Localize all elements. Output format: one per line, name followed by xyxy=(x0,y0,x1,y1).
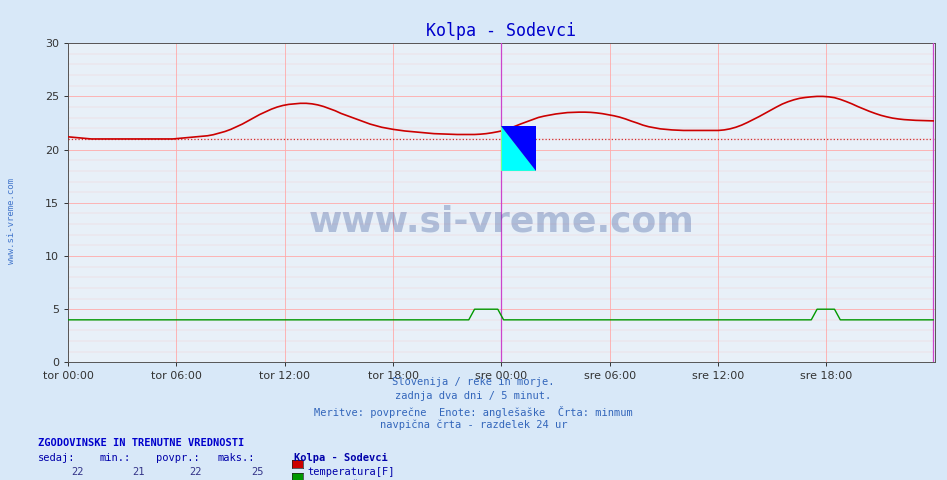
Bar xyxy=(502,126,536,171)
Text: www.si-vreme.com: www.si-vreme.com xyxy=(309,205,694,239)
Text: 21: 21 xyxy=(133,467,145,477)
Text: 22: 22 xyxy=(189,467,202,477)
Polygon shape xyxy=(502,126,536,171)
Text: Meritve: povprečne  Enote: anglešaške  Črta: minmum: Meritve: povprečne Enote: anglešaške Črt… xyxy=(314,406,633,418)
Text: www.si-vreme.com: www.si-vreme.com xyxy=(7,178,16,264)
Polygon shape xyxy=(502,126,536,171)
Text: temperatura[F]: temperatura[F] xyxy=(308,467,395,477)
Text: maks.:: maks.: xyxy=(218,453,256,463)
Title: Kolpa - Sodevci: Kolpa - Sodevci xyxy=(426,22,577,40)
Text: Slovenija / reke in morje.: Slovenija / reke in morje. xyxy=(392,377,555,387)
Text: ZGODOVINSKE IN TRENUTNE VREDNOSTI: ZGODOVINSKE IN TRENUTNE VREDNOSTI xyxy=(38,438,244,448)
Text: sedaj:: sedaj: xyxy=(38,453,76,463)
Text: 22: 22 xyxy=(71,467,83,477)
Text: povpr.:: povpr.: xyxy=(156,453,200,463)
Text: zadnja dva dni / 5 minut.: zadnja dva dni / 5 minut. xyxy=(396,391,551,401)
Text: min.:: min.: xyxy=(99,453,131,463)
Text: Kolpa - Sodevci: Kolpa - Sodevci xyxy=(294,453,387,463)
Text: 25: 25 xyxy=(251,467,263,477)
Text: navpična črta - razdelek 24 ur: navpična črta - razdelek 24 ur xyxy=(380,420,567,431)
